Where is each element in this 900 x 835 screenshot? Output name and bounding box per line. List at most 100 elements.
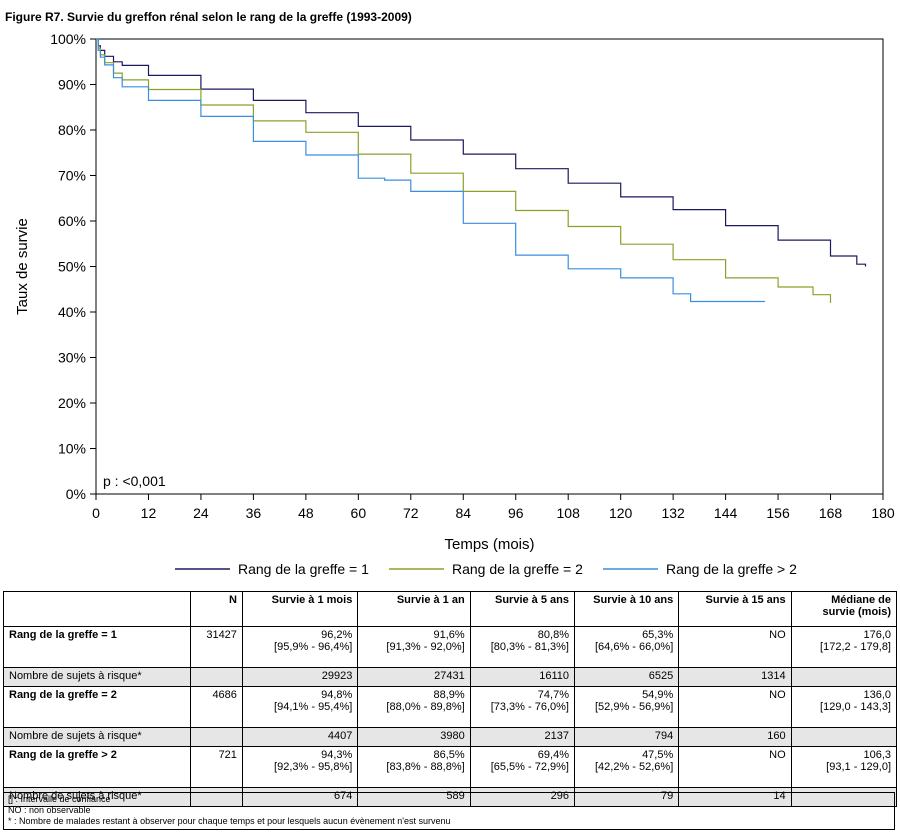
group-label: Rang de la greffe = 2 (2, 686, 192, 728)
risk-row: Nombre de sujets à risque* 4407 3980 2137 79… (2, 727, 898, 747)
table-header-row: N Survie à 1 mois Survie à 1 an Survie à… (2, 591, 898, 627)
x-tick-label: 48 (298, 505, 314, 521)
cell-value: 94,3% (321, 749, 353, 761)
risk-1-year: 27431 (357, 667, 471, 687)
cell-ci: [95,9% - 96,4%] (274, 641, 353, 653)
cell-1-month: 94,8% [94,1% - 95,4%] (241, 686, 359, 728)
legend-label-1: Rang de la greffe = 1 (238, 561, 369, 577)
risk-empty (190, 727, 243, 747)
cell-15-years: NO (678, 686, 792, 728)
x-tick-label: 108 (557, 505, 581, 521)
figure-title: Figure R7. Survie du greffon rénal selon… (5, 10, 412, 24)
cell-5-years: 80,8% [80,3% - 81,3%] (469, 626, 575, 668)
cell-value: 96,2% (321, 629, 353, 641)
risk-1-month: 29923 (241, 667, 359, 687)
group-label: Rang de la greffe = 1 (2, 626, 192, 668)
cell-5-years: 69,4% [65,5% - 72,9%] (469, 746, 575, 788)
risk-10-years: 794 (573, 727, 680, 747)
cell-value: 80,8% (537, 629, 569, 641)
cell-value: NO (769, 629, 786, 641)
cell-5-years: 74,7% [73,3% - 76,0%] (469, 686, 575, 728)
cell-value: NO (769, 749, 786, 761)
x-tick-label: 120 (609, 505, 633, 521)
header-1-month: Survie à 1 mois (241, 591, 359, 627)
table-notes: [] : Intervalle de confiance NO : non ob… (3, 792, 895, 830)
x-tick-label: 24 (193, 505, 209, 521)
cell-ci: [93,1 - 129,0] (826, 761, 891, 773)
y-tick-label: 80% (58, 122, 86, 138)
p-value-annotation: p : <0,001 (103, 473, 166, 489)
cell-1-year: 88,9% [88,0% - 89,8%] (357, 686, 471, 728)
cell-1-month: 96,2% [95,9% - 96,4%] (241, 626, 359, 668)
group-n: 31427 (190, 626, 243, 668)
risk-label: Nombre de sujets à risque* (2, 727, 192, 747)
x-tick-label: 132 (661, 505, 685, 521)
x-tick-label: 60 (351, 505, 367, 521)
cell-10-years: 65,3% [64,6% - 66,0%] (573, 626, 680, 668)
cell-value: 54,9% (642, 689, 674, 701)
cell-value: 88,9% (433, 689, 465, 701)
cell-value: 69,4% (537, 749, 569, 761)
cell-value: NO (769, 689, 786, 701)
note-risk: * : Nombre de malades restant à observer… (8, 816, 451, 826)
risk-empty (190, 667, 243, 687)
risk-row: Nombre de sujets à risque* 29923 27431 1611… (2, 667, 898, 687)
x-tick-label: 168 (819, 505, 843, 521)
x-tick-label: 12 (141, 505, 157, 521)
survival-table: N Survie à 1 mois Survie à 1 an Survie à… (2, 591, 898, 807)
x-axis-title: Temps (mois) (444, 536, 534, 553)
y-tick-label: 40% (58, 304, 86, 320)
survival-chart: 0% 10% 20% 30% 40% 50% 60% 70% 80% 90% 100% 0 12 24 36… (14, 31, 895, 577)
cell-ci: [83,8% - 88,8%] (386, 761, 465, 773)
cell-ci: [88,0% - 89,8%] (386, 701, 465, 713)
y-tick-label: 0% (66, 486, 86, 502)
y-tick-label: 50% (58, 259, 86, 275)
plot-frame (95, 38, 884, 495)
risk-5-years: 2137 (469, 727, 575, 747)
x-tick-label: 96 (508, 505, 524, 521)
cell-value: 136,0 (863, 689, 891, 701)
series-line-1 (96, 38, 867, 267)
cell-value: 74,7% (537, 689, 569, 701)
cell-ci: [91,3% - 92,0%] (386, 641, 465, 653)
cell-ci: [42,2% - 52,6%] (594, 761, 674, 773)
cell-ci: [65,5% - 72,9%] (490, 761, 569, 773)
y-tick-label: 100% (50, 31, 86, 47)
header-5-years: Survie à 5 ans (469, 591, 575, 627)
series-line-2 (96, 38, 832, 303)
cell-ci: [172,2 - 179,8] (820, 641, 891, 653)
header-empty (2, 591, 192, 627)
cell-value: 91,6% (433, 629, 465, 641)
x-tick-label: 84 (455, 505, 471, 521)
risk-label: Nombre de sujets à risque* (2, 667, 192, 687)
y-axis-title: Taux de survie (14, 218, 31, 315)
risk-15-years: 1314 (678, 667, 792, 687)
y-tick-label: 60% (58, 213, 86, 229)
cell-ci: [129,0 - 143,3] (820, 701, 891, 713)
cell-value: 176,0 (863, 629, 891, 641)
y-tick-label: 30% (58, 350, 86, 366)
cell-1-year: 86,5% [83,8% - 88,8%] (357, 746, 471, 788)
note-no: NO : non observable (8, 805, 91, 815)
cell-median: 176,0 [172,2 - 179,8] (790, 626, 898, 668)
y-tick-label: 70% (58, 168, 86, 184)
group-n: 721 (190, 746, 243, 788)
header-n: N (190, 591, 243, 627)
y-tick-label: 90% (58, 77, 86, 93)
cell-10-years: 54,9% [52,9% - 56,9%] (573, 686, 680, 728)
cell-value: 86,5% (433, 749, 465, 761)
cell-ci: [92,3% - 95,8%] (274, 761, 353, 773)
x-tick-label: 0 (92, 505, 100, 521)
cell-value: 94,8% (321, 689, 353, 701)
header-median: Médiane de survie (mois) (790, 591, 898, 627)
note-ci: [] : Intervalle de confiance (8, 794, 111, 804)
group-label: Rang de la greffe > 2 (2, 746, 192, 788)
header-10-years: Survie à 10 ans (573, 591, 680, 627)
risk-median (790, 727, 898, 747)
risk-1-month: 4407 (241, 727, 359, 747)
cell-median: 136,0 [129,0 - 143,3] (790, 686, 898, 728)
table-row: Rang de la greffe = 2 4686 94,8% [94,1% - 9… (2, 686, 898, 728)
cell-value: 65,3% (642, 629, 674, 641)
legend-label-3: Rang de la greffe > 2 (666, 561, 797, 577)
table-row: Rang de la greffe > 2 721 94,3% [92,3% - 95… (2, 746, 898, 788)
